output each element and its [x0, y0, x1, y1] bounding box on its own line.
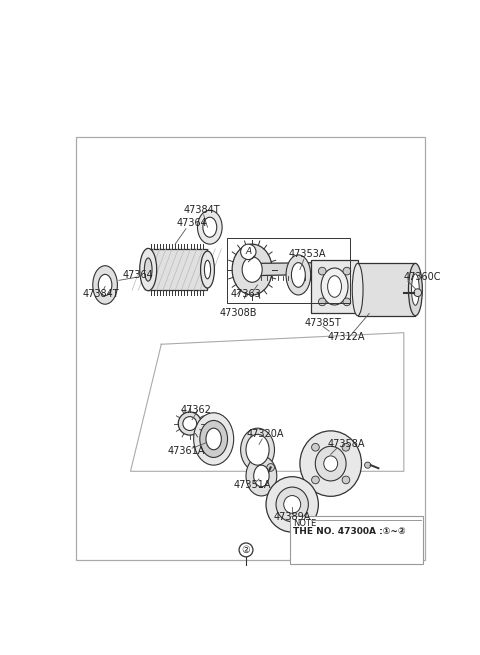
Text: 47360C: 47360C — [404, 272, 441, 282]
Ellipse shape — [315, 446, 346, 481]
Ellipse shape — [286, 255, 311, 295]
Ellipse shape — [266, 477, 318, 532]
Text: NOTE: NOTE — [293, 519, 317, 528]
Bar — [358, 263, 415, 316]
Ellipse shape — [203, 217, 217, 237]
Text: 47351A: 47351A — [233, 480, 271, 490]
Text: 47384T: 47384T — [184, 204, 220, 214]
Ellipse shape — [178, 412, 201, 435]
Text: 47358A: 47358A — [327, 440, 365, 449]
Text: 47384T: 47384T — [83, 290, 120, 299]
Ellipse shape — [291, 263, 305, 288]
Text: 47363: 47363 — [230, 290, 262, 299]
Ellipse shape — [276, 487, 308, 522]
Circle shape — [239, 543, 253, 557]
Ellipse shape — [246, 434, 269, 465]
Circle shape — [414, 289, 421, 297]
Ellipse shape — [197, 210, 222, 244]
Circle shape — [365, 462, 371, 468]
Circle shape — [267, 464, 275, 472]
Text: THE NO. 47300A :①~②: THE NO. 47300A :①~② — [293, 527, 406, 536]
Ellipse shape — [328, 276, 341, 297]
Circle shape — [240, 244, 256, 259]
Bar — [227, 238, 350, 303]
Circle shape — [312, 443, 319, 451]
Ellipse shape — [144, 258, 152, 281]
Ellipse shape — [240, 428, 275, 472]
Text: 47364: 47364 — [177, 218, 207, 229]
Ellipse shape — [411, 274, 419, 305]
Text: 47361A: 47361A — [168, 445, 205, 455]
Text: 47320A: 47320A — [247, 429, 284, 440]
Ellipse shape — [246, 456, 277, 496]
Text: 47312A: 47312A — [327, 331, 365, 341]
Text: 47364: 47364 — [123, 270, 154, 280]
Ellipse shape — [140, 248, 156, 291]
Polygon shape — [252, 263, 335, 276]
Ellipse shape — [232, 244, 272, 295]
Ellipse shape — [98, 274, 112, 295]
Text: ②: ② — [241, 545, 251, 555]
Text: 47353A: 47353A — [289, 249, 326, 259]
Circle shape — [312, 476, 319, 484]
Circle shape — [342, 443, 350, 451]
Text: 47385T: 47385T — [305, 318, 341, 328]
Ellipse shape — [93, 266, 118, 304]
Bar — [148, 249, 207, 290]
Ellipse shape — [242, 257, 262, 282]
Bar — [289, 516, 423, 564]
Ellipse shape — [206, 428, 221, 450]
Bar — [312, 259, 358, 314]
Ellipse shape — [254, 465, 269, 487]
Ellipse shape — [200, 421, 228, 457]
Ellipse shape — [284, 496, 300, 514]
Ellipse shape — [408, 263, 422, 316]
Ellipse shape — [300, 431, 361, 496]
Text: 47308B: 47308B — [219, 309, 257, 318]
Ellipse shape — [321, 268, 348, 305]
Ellipse shape — [352, 263, 363, 316]
Ellipse shape — [201, 251, 215, 288]
Ellipse shape — [204, 260, 211, 279]
Bar — [76, 137, 425, 560]
Circle shape — [342, 476, 350, 484]
Ellipse shape — [324, 456, 337, 472]
Text: A: A — [245, 248, 252, 256]
Ellipse shape — [183, 417, 197, 430]
Circle shape — [343, 298, 351, 306]
Circle shape — [318, 298, 326, 306]
Text: 47362: 47362 — [180, 405, 211, 415]
Ellipse shape — [193, 413, 234, 465]
Text: 47389A: 47389A — [274, 512, 311, 523]
Circle shape — [318, 267, 326, 275]
Circle shape — [343, 267, 351, 275]
